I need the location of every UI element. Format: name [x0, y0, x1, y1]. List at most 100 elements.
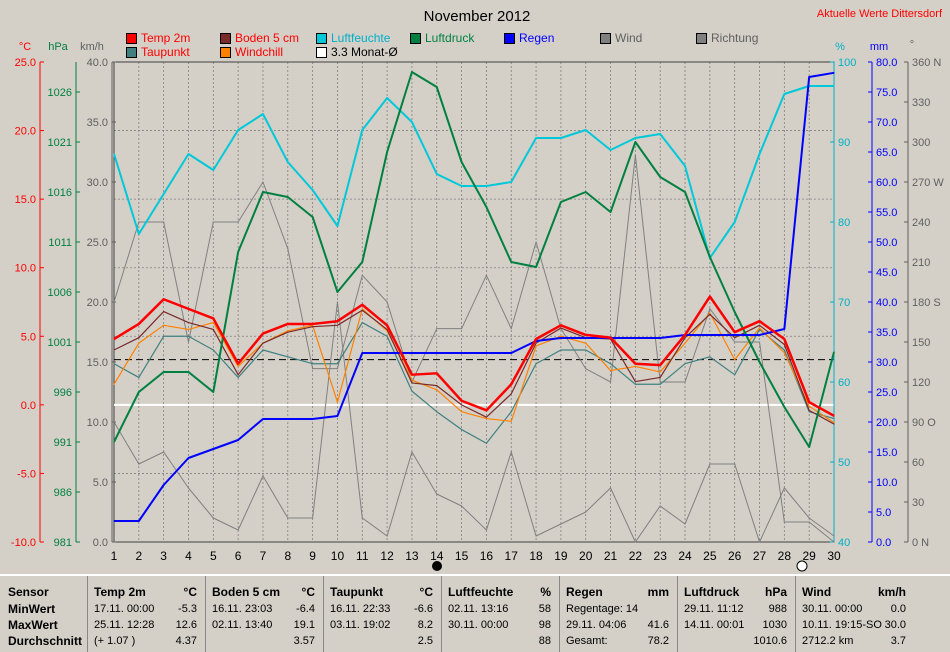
point-windchill	[436, 389, 438, 391]
point-temp-2m	[336, 320, 339, 322]
point-windchill	[585, 342, 587, 344]
point-temp-2m	[287, 323, 289, 325]
legend-label: Richtung	[711, 31, 759, 45]
point-luftfeuchte	[436, 173, 438, 175]
druck-max-value: 1030	[762, 619, 787, 631]
point-temp-2m	[709, 295, 711, 298]
x-tick-label: 8	[284, 549, 291, 563]
point-boden-5-cm	[460, 404, 463, 406]
point-regen	[634, 337, 636, 339]
point-regen	[237, 439, 239, 441]
point-boden-5-cm	[758, 324, 761, 326]
point-temp-2m	[187, 308, 190, 310]
x-tick-label: 27	[753, 549, 767, 563]
point-richtung	[585, 368, 587, 370]
point-boden-5-cm	[684, 337, 686, 339]
x-tick-label: 10	[331, 549, 345, 563]
point-wind	[758, 541, 761, 543]
point-temp-2m	[237, 363, 239, 365]
point-luftfeuchte	[510, 181, 512, 183]
y-axes: 25.0 20.0 15.0 10.0 5.0 0.0 -5.0 -10.0 1026 1021 1…	[11, 57, 944, 549]
point-richtung	[659, 381, 661, 383]
point-boden-5-cm	[237, 374, 239, 376]
direction-tick-label: 0 N	[912, 537, 929, 549]
x-tick-label: 22	[629, 549, 643, 563]
point-wind	[659, 505, 661, 507]
wind-tick-label: 35.0	[87, 117, 108, 129]
series	[113, 71, 835, 543]
station-label: Aktuelle Werte Dittersdorf	[817, 8, 943, 20]
stats-header-feuchte: Luftfeuchte	[448, 585, 514, 599]
legend-swatch	[504, 32, 515, 44]
temp-avg-note: (+ 1.07 )	[94, 635, 136, 647]
direction-tick-label: 270 W	[912, 177, 944, 189]
point-richtung	[312, 368, 314, 370]
point-temp-2m	[560, 324, 562, 326]
point-luftfeuchte	[262, 113, 264, 115]
point-luftdruck	[808, 446, 810, 448]
legend-swatch	[316, 46, 327, 58]
point-windchill	[287, 330, 289, 332]
point-richtung	[609, 381, 612, 383]
humidity-tick-label: 50	[838, 457, 850, 469]
series-line-temp-2m	[113, 295, 835, 417]
legend-label: 3.3 Monat-Ø	[331, 45, 398, 59]
point-boden-5-cm	[783, 343, 785, 346]
point-regen	[187, 457, 190, 459]
series-line-boden-5-cm	[113, 309, 835, 425]
series-line-wind	[113, 301, 835, 543]
wind-unit-label: km/h	[80, 41, 104, 53]
point-windchill	[361, 308, 363, 310]
point-luftdruck	[237, 251, 239, 253]
rain-tick-label: 40.0	[876, 297, 897, 309]
point-regen	[808, 76, 810, 78]
point-luftdruck	[833, 351, 835, 353]
point-taupunkt	[262, 349, 264, 351]
pressure-tick-label: 1011	[48, 237, 72, 249]
point-taupunkt	[361, 321, 363, 324]
point-wind	[212, 517, 214, 519]
point-taupunkt	[783, 349, 785, 351]
point-luftfeuchte	[163, 193, 165, 195]
point-windchill	[460, 411, 463, 413]
stats-header-taupunkt: Taupunkt	[330, 585, 384, 599]
point-wind	[535, 535, 537, 537]
direction-tick-label: 330	[912, 97, 930, 109]
point-luftdruck	[262, 191, 264, 193]
rain-tick-label: 35.0	[876, 327, 897, 339]
point-temp-2m	[312, 323, 314, 325]
wind-min-value: 0.0	[890, 603, 906, 615]
humidity-tick-label: 100	[838, 57, 856, 69]
temp-unit-label: °C	[19, 41, 31, 53]
wind-distance: 2712.2 km	[802, 635, 854, 647]
point-windchill	[113, 383, 115, 385]
regen-days: Regentage: 14	[566, 603, 639, 615]
point-wind	[634, 541, 636, 543]
x-tick-label: 4	[185, 549, 192, 563]
rain-tick-label: 60.0	[876, 177, 897, 189]
point-luftfeuchte	[659, 133, 661, 135]
point-temp-2m	[783, 338, 785, 340]
point-temp-2m	[485, 409, 488, 411]
direction-tick-label: 180 S	[912, 297, 941, 309]
point-luftfeuchte	[460, 185, 463, 187]
point-wind	[386, 535, 388, 537]
x-tick-label: 11	[356, 549, 369, 563]
point-boden-5-cm	[659, 376, 661, 379]
point-luftdruck	[336, 291, 339, 293]
stats-col-feuchte: Luftfeuchte % 02.11. 13:16 58 30.11. 00:…	[442, 576, 560, 652]
point-luftfeuchte	[361, 129, 363, 131]
point-regen	[287, 418, 289, 420]
stats-unit-taupunkt: °C	[419, 585, 433, 599]
legend-label: Regen	[519, 31, 555, 45]
point-richtung	[709, 308, 711, 310]
stats-unit-wind: km/h	[877, 585, 906, 599]
stats-unit-regen: mm	[647, 585, 669, 599]
point-wind	[560, 523, 562, 525]
x-tick-label: 15	[455, 549, 469, 563]
point-taupunkt	[212, 349, 214, 351]
point-taupunkt	[163, 335, 165, 337]
rain-tick-label: 75.0	[876, 87, 897, 99]
x-tick-label: 7	[260, 549, 267, 563]
point-temp-2m	[833, 415, 835, 417]
